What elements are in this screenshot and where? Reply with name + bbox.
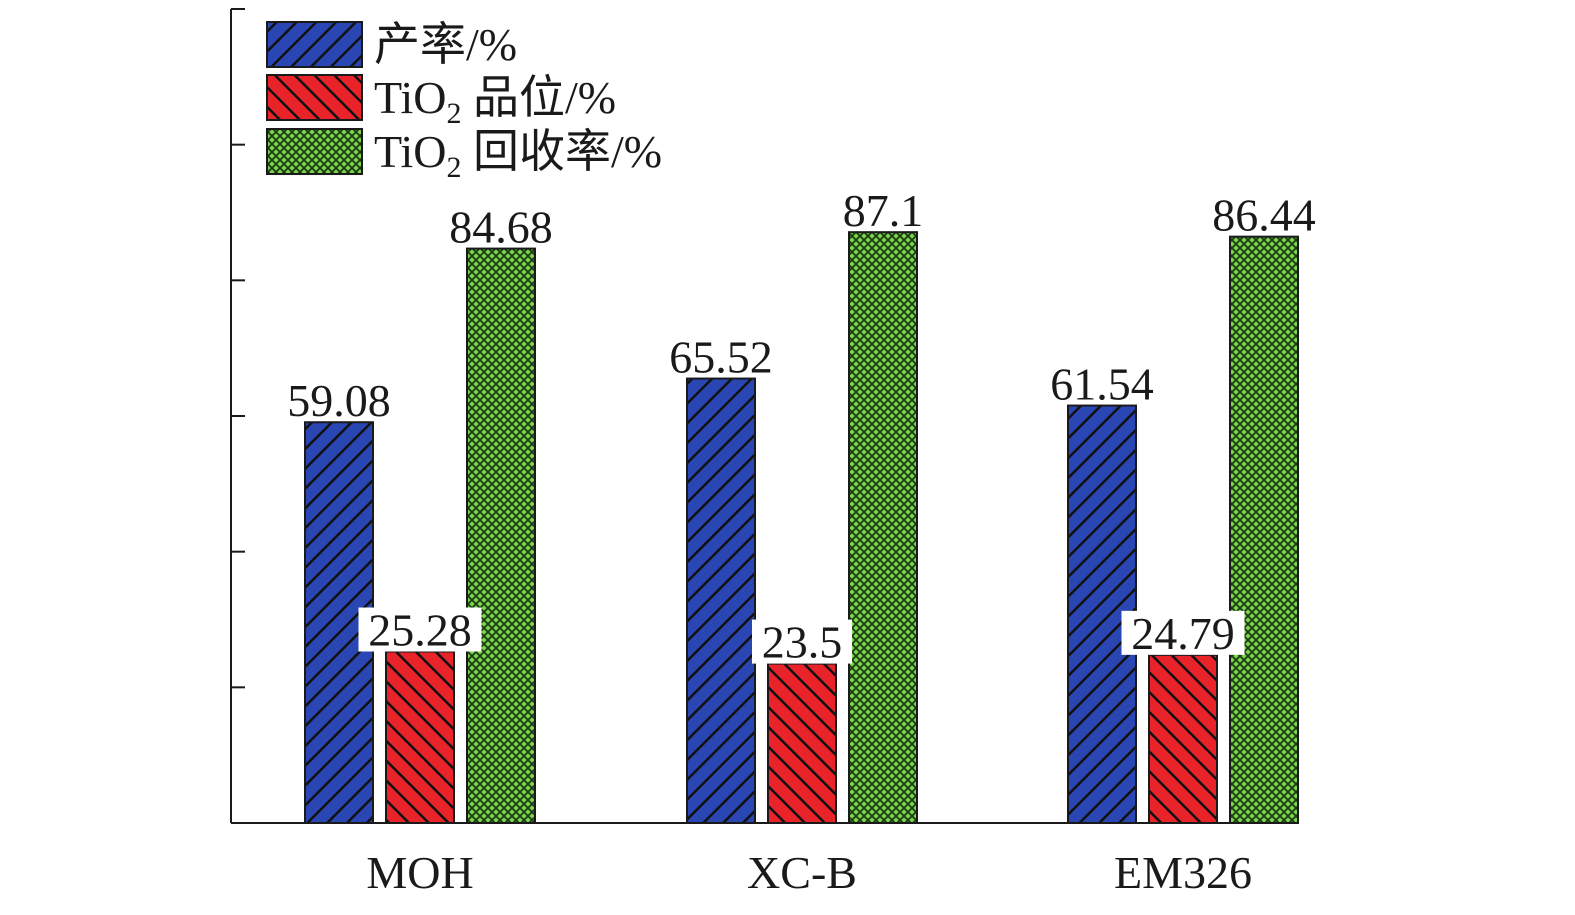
category-labels: MOH XC-B EM326 [366, 847, 1252, 898]
legend-swatch [266, 74, 363, 121]
legend: 产率/%TiO2 品位/%TiO2 回收率/% [266, 19, 662, 184]
value-labels: 59.08 25.28 84.68 65.52 23.5 87.1 61.54 24.79 86… [287, 185, 1316, 667]
bar-series [304, 231, 1299, 825]
legend-swatch [266, 128, 363, 175]
value-label-bg [358, 607, 482, 652]
bar-xc-b-series-2 [767, 662, 837, 825]
value-label: 84.68 [449, 202, 553, 253]
x-tick-label: XC-B [747, 847, 857, 898]
legend-entry-label: TiO2 回收率/% [374, 126, 662, 184]
bar-em326-series-2 [1148, 653, 1218, 825]
value-label: 23.5 [762, 617, 843, 668]
x-tick-label: MOH [366, 847, 473, 898]
value-label: 59.08 [287, 375, 391, 426]
bar-moh-series-3 [466, 247, 536, 824]
bar-xc-b-series-3 [848, 231, 918, 824]
value-label-bg [1121, 610, 1245, 655]
bar-moh-series-2 [385, 650, 455, 824]
value-label: 65.52 [669, 332, 773, 383]
legend-entry-label: TiO2 品位/% [374, 72, 616, 130]
legend-swatch [266, 21, 363, 68]
legend-entry-label: 产率/% [374, 19, 517, 70]
value-label: 86.44 [1212, 190, 1316, 241]
value-label-bg [752, 619, 852, 664]
value-label: 24.79 [1131, 608, 1235, 659]
y-axis [230, 8, 245, 824]
value-label: 25.28 [368, 605, 472, 656]
value-label: 87.1 [843, 185, 924, 236]
value-label: 61.54 [1050, 359, 1154, 410]
bar-xc-b-series-1 [686, 377, 756, 824]
x-tick-label: EM326 [1114, 847, 1252, 898]
bar-em326-series-3 [1229, 235, 1299, 824]
